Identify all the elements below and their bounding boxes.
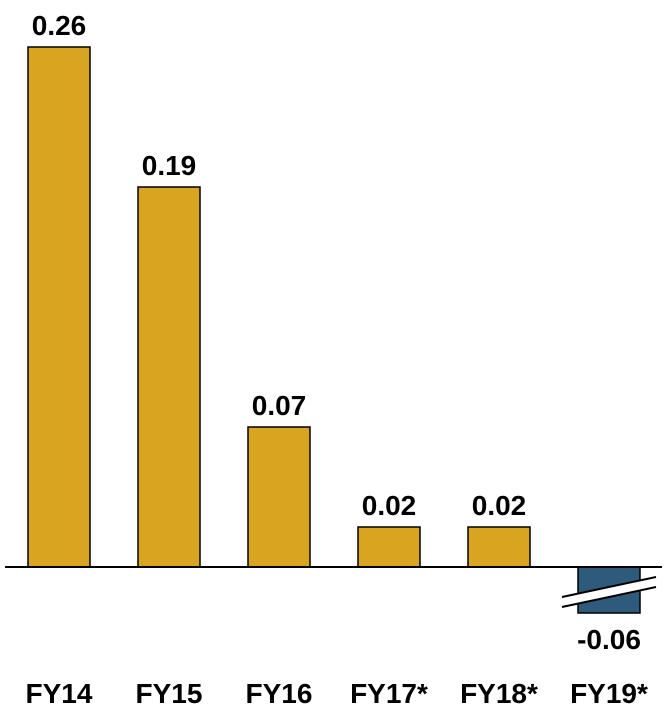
bars-group <box>27 46 657 614</box>
x-tick-fy17: FY17* <box>350 678 428 709</box>
value-label-fy14: 0.26 <box>32 10 87 41</box>
x-tick-fy18: FY18* <box>460 678 538 709</box>
value-label-fy15: 0.19 <box>142 150 197 181</box>
value-labels-group: 0.26 0.19 0.07 0.02 0.02 -0.06 <box>32 10 641 655</box>
bar-fy18 <box>467 526 531 568</box>
axis-break-line <box>561 576 657 598</box>
x-tick-fy14: FY14 <box>26 678 93 709</box>
category-ticks-group: FY14 FY15 FY16 FY17* FY18* FY19* <box>26 678 648 709</box>
value-label-fy17: 0.02 <box>362 490 417 521</box>
value-label-fy19: -0.06 <box>577 624 641 655</box>
axis-break-line <box>561 586 657 608</box>
value-label-fy16: 0.07 <box>252 390 307 421</box>
bar-fy15 <box>137 186 201 568</box>
bar-fy14 <box>27 46 91 568</box>
bar-fy16 <box>247 426 311 568</box>
x-tick-fy19: FY19* <box>570 678 648 709</box>
x-tick-fy15: FY15 <box>136 678 203 709</box>
x-tick-fy16: FY16 <box>246 678 313 709</box>
value-label-fy18: 0.02 <box>472 490 527 521</box>
axis-break-gap <box>562 577 656 607</box>
bar-fy17 <box>357 526 421 568</box>
